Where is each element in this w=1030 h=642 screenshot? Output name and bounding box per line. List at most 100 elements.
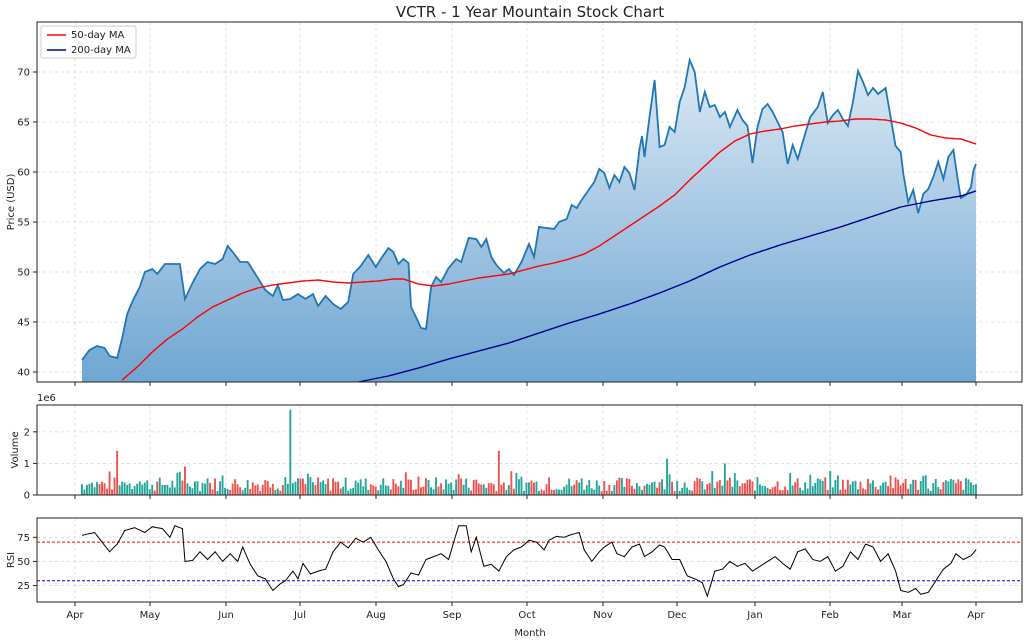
volume-bar [975, 484, 977, 495]
volume-bar [826, 489, 829, 495]
volume-bar [784, 486, 786, 495]
volume-bar [538, 491, 540, 495]
volume-bar [410, 479, 412, 495]
volume-bar [934, 479, 937, 495]
volume-bar [314, 485, 317, 495]
volume-bar [550, 489, 553, 495]
volume-bar [430, 487, 432, 495]
volume-bar [528, 482, 530, 495]
volume-bar [294, 481, 297, 495]
volume-bar [151, 484, 154, 495]
volume-y-ticks: 0 1 2 [24, 427, 37, 502]
volume-bar [661, 479, 663, 495]
price-y-label: Price (USD) [6, 174, 17, 231]
volume-bar [241, 490, 244, 495]
volume-bar [96, 481, 98, 495]
volume-bar [909, 484, 912, 495]
volume-bar [264, 480, 267, 495]
volume-bar [676, 480, 679, 495]
volume-bar [962, 489, 965, 495]
volume-bar [452, 490, 455, 495]
volume-bar [163, 485, 166, 495]
volume-bar [221, 475, 224, 495]
volume-bar [379, 484, 382, 495]
price-lines [81, 56, 977, 382]
volume-bar [608, 484, 611, 495]
volume-bar [299, 478, 302, 495]
rsi-lines [37, 525, 1022, 598]
volume-bar [447, 483, 450, 495]
volume-bar [317, 477, 319, 495]
volume-bar [209, 482, 211, 495]
rsi-y-label: RSI [6, 552, 17, 568]
volume-bar [967, 479, 970, 495]
volume-bar [548, 477, 550, 495]
volume-bar [854, 480, 857, 495]
volume-bar [239, 487, 242, 495]
volume-bar [507, 485, 510, 495]
volume-bar [319, 481, 322, 495]
volume-bar [178, 471, 181, 495]
volume-bar [887, 486, 889, 495]
volume-bar [201, 482, 204, 495]
volume-bar [291, 483, 294, 495]
chart-title: VCTR - 1 Year Mountain Stock Chart [396, 3, 664, 21]
volume-bar [148, 489, 151, 495]
volume-bar [88, 483, 91, 495]
volume-bar [605, 490, 608, 495]
volume-bar [211, 489, 214, 495]
rsi-y-ticks: 25 50 75 [17, 533, 37, 592]
volume-bar [234, 479, 237, 495]
volume-bar [819, 479, 822, 495]
volume-bar [766, 487, 769, 495]
volume-bar [957, 479, 960, 495]
rsi-panel-frame [36, 517, 1023, 603]
volume-bar [716, 481, 719, 495]
volume-bar [867, 478, 869, 495]
volume-bar [485, 487, 488, 495]
volume-bar [259, 491, 262, 495]
volume-bar [126, 484, 129, 495]
volume-bar [229, 490, 232, 495]
volume-bar [942, 482, 945, 495]
volume-bar [191, 488, 194, 495]
volume-bar [859, 481, 862, 495]
volume-bar [161, 485, 164, 495]
volume-bar [681, 488, 684, 495]
volume-bar [374, 486, 377, 495]
price-y-ticks: 40 45 50 55 60 65 70 [17, 68, 37, 379]
volume-bar [467, 487, 470, 495]
volume-bar [651, 482, 653, 495]
volume-bar [653, 481, 656, 495]
volume-bar [939, 489, 942, 495]
volume-bar [543, 490, 545, 495]
volume-bar [721, 485, 724, 495]
volume-bar [525, 482, 528, 495]
volume-bar [153, 490, 156, 495]
volume-bar [204, 483, 206, 495]
volume-bar [322, 480, 324, 495]
volume-bar [809, 474, 812, 495]
volume-bar [947, 481, 950, 495]
volume-bar [505, 490, 508, 495]
volume-bar [844, 489, 847, 495]
volume-bar [181, 480, 184, 495]
volume-bar [269, 487, 272, 495]
volume-bar [658, 482, 661, 495]
price-x-ticks [74, 382, 977, 386]
month-tick-label: Apr [967, 610, 985, 621]
volume-bar [490, 482, 493, 495]
volume-bar [846, 479, 849, 495]
volume-bar [952, 479, 955, 495]
volume-bar [937, 487, 940, 495]
price-y-tick-label: 70 [17, 68, 30, 79]
volume-bar [831, 487, 834, 495]
month-tick-label: Nov [593, 610, 613, 621]
volume-bar [603, 480, 606, 495]
volume-bar [171, 480, 174, 495]
volume-bar [224, 487, 226, 495]
volume-bar [515, 472, 518, 495]
volume-bar [696, 477, 699, 495]
volume-bar [701, 481, 704, 495]
volume-bar [402, 487, 405, 495]
